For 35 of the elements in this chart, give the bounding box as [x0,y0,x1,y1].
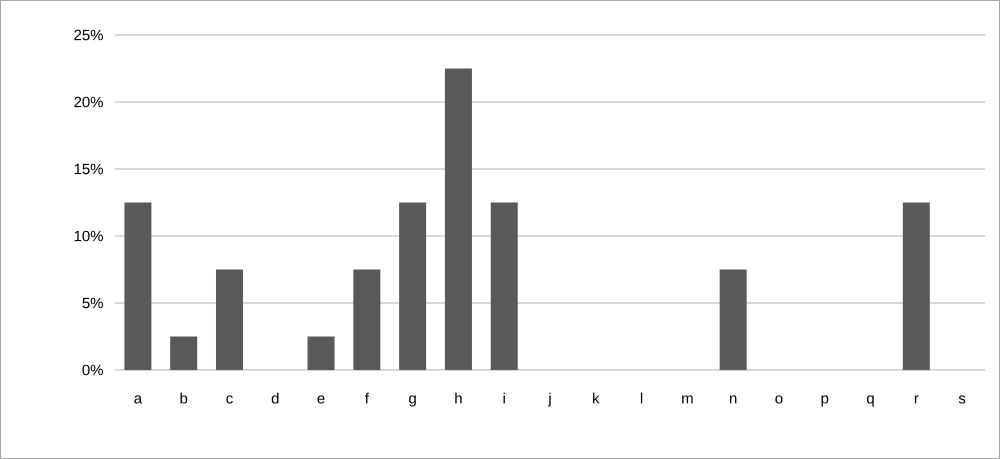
bar [308,336,335,370]
x-tick-label: r [914,395,919,404]
y-tick-label: 10% [74,230,103,242]
bar [216,269,243,370]
x-tick-label: j [548,392,551,406]
x-tick-label: k [593,392,600,404]
y-tick-label: 25% [74,30,103,40]
bar [490,202,518,370]
bar [399,202,426,370]
x-tick-label: h [455,392,462,404]
bar [170,336,198,370]
x-tick-label: e [318,395,325,404]
x-tick-label: q [867,395,874,406]
x-tick-label: i [504,392,505,404]
x-tick-label: n [730,395,736,404]
y-tick-label: 5% [82,298,103,308]
x-tick-label: l [640,392,642,404]
x-tick-label: d [272,392,278,404]
x-tick-label: a [134,395,142,404]
y-tick-label: 0% [82,364,103,376]
y-tick-label: 20% [74,96,103,108]
bar [353,269,380,370]
x-tick-label: s [958,395,966,404]
x-tick-label: g [409,395,416,406]
x-tick-label: m [682,395,693,404]
bar [720,269,747,370]
x-tick-label: f [364,392,369,404]
x-tick-label: c [226,395,233,404]
bar [444,68,472,370]
bar [902,202,930,370]
y-tick-label: 15% [74,164,103,174]
x-tick-label: b [180,392,188,404]
x-tick-label: p [822,395,828,406]
x-tick-label: o [775,395,782,404]
bar [124,202,152,370]
